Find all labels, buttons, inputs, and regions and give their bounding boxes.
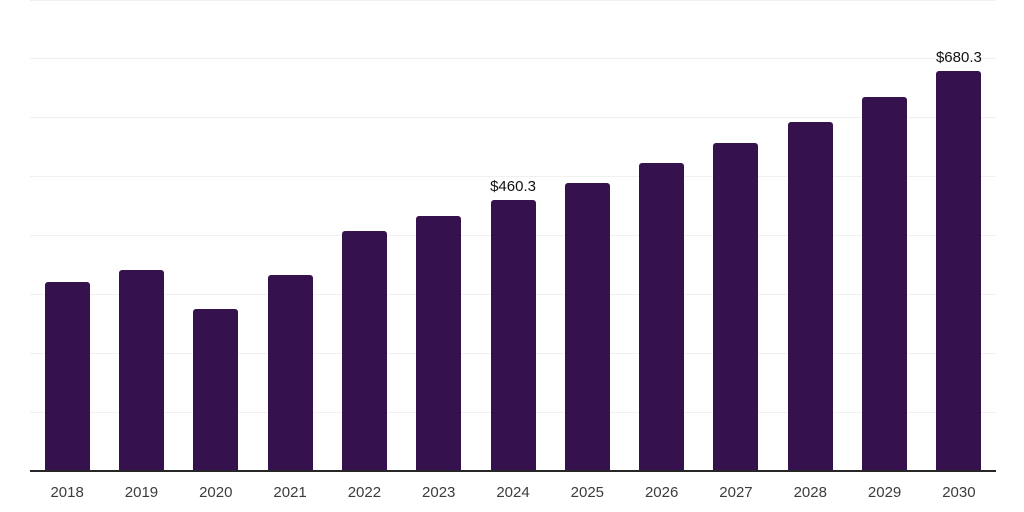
gridline (30, 117, 996, 118)
x-tick-label-2029: 2029 (867, 484, 902, 501)
bar-column-2027 (699, 0, 773, 472)
x-tick-label-2024: 2024 (496, 484, 530, 501)
bar-2021 (267, 274, 313, 472)
bar-column-2026 (625, 0, 699, 472)
plot-area: $460.3 $680.3 (30, 0, 996, 472)
bar-2019 (118, 270, 164, 472)
x-tick-label-2027: 2027 (719, 484, 753, 501)
x-tick-label-2021: 2021 (273, 484, 307, 501)
x-tick-label-2019: 2019 (124, 484, 159, 501)
gridline (30, 58, 996, 59)
bar-column-2021 (253, 0, 327, 472)
x-axis-line (30, 470, 996, 472)
bar-column-2030: $680.3 (922, 0, 996, 472)
x-tick-label-2028: 2028 (793, 484, 827, 501)
bar-2026 (639, 163, 685, 472)
bar-2027 (713, 143, 759, 472)
x-tick-label-2025: 2025 (570, 484, 605, 501)
bar-column-2018 (30, 0, 104, 472)
bar-2024 (490, 200, 536, 472)
bar-column-2029 (847, 0, 921, 472)
bar-2025 (564, 182, 610, 472)
bar-column-2025 (550, 0, 624, 472)
x-tick-label-2026: 2026 (644, 484, 679, 501)
x-tick-label-2022: 2022 (347, 484, 382, 501)
bar-value-label-2030: $680.3 (935, 48, 982, 66)
bar-column-2024: $460.3 (476, 0, 550, 472)
bar-2023 (416, 215, 462, 472)
gridline (30, 176, 996, 177)
bar-2030 (936, 70, 982, 472)
bar-column-2023 (402, 0, 476, 472)
bars-layer: $460.3 $680.3 (30, 0, 996, 472)
bar-2022 (341, 230, 387, 472)
x-tick-label-2023: 2023 (422, 484, 456, 501)
x-axis-tick-labels: 2018 2019 2020 2021 2022 2023 2024 2025 2026 2027… (30, 474, 996, 501)
x-tick-label-2018: 2018 (50, 484, 84, 501)
bar-2028 (787, 121, 833, 472)
x-tick-label-2030: 2030 (942, 484, 976, 501)
gridline (30, 0, 996, 1)
bar-column-2028 (773, 0, 847, 472)
bar-2018 (44, 282, 90, 472)
bar-2020 (193, 309, 239, 472)
bar-column-2022 (327, 0, 401, 472)
bar-column-2020 (179, 0, 253, 472)
bar-column-2019 (104, 0, 178, 472)
bar-2029 (862, 97, 908, 472)
x-tick-label-2020: 2020 (199, 484, 233, 501)
bar-value-label-2024: $460.3 (490, 178, 536, 196)
